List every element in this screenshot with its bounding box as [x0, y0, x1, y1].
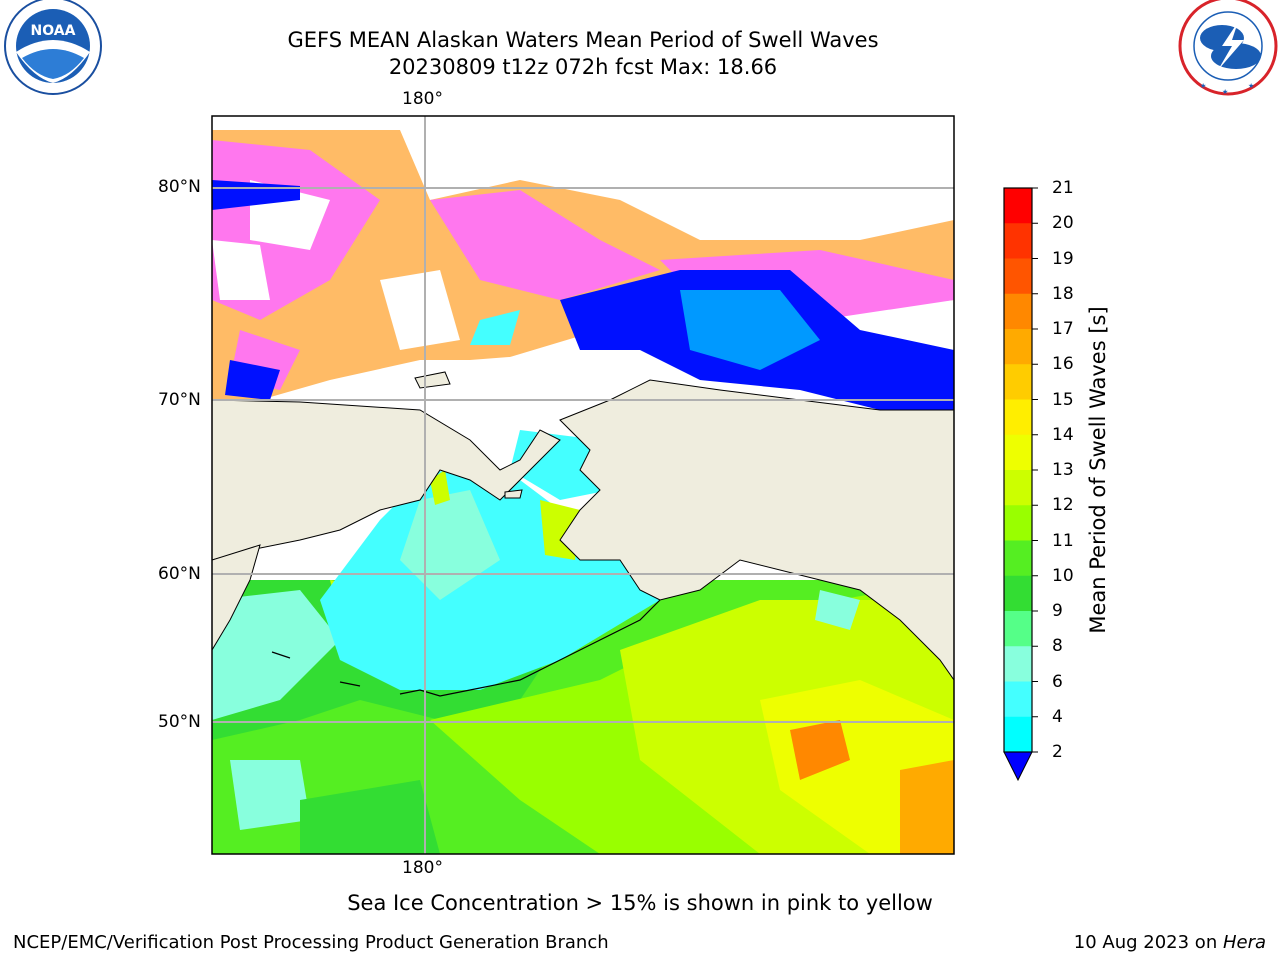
- colorbar-swatch: [1004, 188, 1032, 224]
- colorbar-tick-label: 2: [1052, 742, 1063, 762]
- map-frame: [211, 115, 955, 855]
- footer-credit: NCEP/EMC/Verification Post Processing Pr…: [13, 932, 609, 953]
- colorbar-swatch: [1004, 434, 1032, 471]
- colorbar-tick-label: 4: [1052, 706, 1063, 727]
- colorbar-tick-label: 14: [1052, 424, 1074, 445]
- colorbar-tick-label: 9: [1052, 601, 1063, 621]
- colorbar-tick-label: 11: [1052, 530, 1074, 551]
- footer-date-text: 10 Aug 2023 on: [1073, 932, 1223, 953]
- colorbar-swatch: [1004, 223, 1032, 259]
- lon-label-bottom: 180°: [402, 858, 443, 878]
- colorbar-tick-label: 8: [1052, 636, 1063, 657]
- land-alaska: [559, 379, 954, 681]
- colorbar-extend-arrow: [1003, 751, 1033, 782]
- sea-ice-note: Sea Ice Concentration > 15% is shown in …: [347, 891, 933, 915]
- lon-label-top: 180°: [402, 89, 443, 109]
- lat-label-70: 70°N: [158, 390, 201, 410]
- svg-text:★: ★: [1200, 82, 1206, 90]
- svg-text:★: ★: [1222, 88, 1228, 96]
- lat-label-60: 60°N: [158, 564, 201, 584]
- colorbar-swatch: [1004, 716, 1032, 753]
- chart-subtitle: 20230809 t12z 072h fcst Max: 18.66: [388, 55, 778, 79]
- colorbar-swatch: [1004, 470, 1032, 506]
- colorbar-tick-label: 16: [1052, 354, 1074, 375]
- footer-date: 10 Aug 2023 on Hera: [1074, 932, 1266, 954]
- colorbar-tick-label: 10: [1052, 565, 1074, 586]
- svg-text:★: ★: [1248, 82, 1254, 90]
- colorbar-swatch: [1004, 258, 1032, 295]
- land-chukotka: [212, 399, 561, 561]
- colorbar-swatch: [1004, 646, 1032, 682]
- colorbar-tick-label: 6: [1052, 671, 1063, 692]
- colorbar-swatch: [1004, 540, 1032, 577]
- colorbar-tick-label: 20: [1052, 213, 1074, 234]
- chart-title: GEFS MEAN Alaskan Waters Mean Period of …: [287, 28, 879, 52]
- graticule: [212, 116, 954, 854]
- colorbar: [1004, 187, 1038, 753]
- colorbar-frame: [1003, 187, 1033, 753]
- colorbar-tick-label: 17: [1052, 319, 1074, 339]
- colorbar-tick-label: 15: [1052, 389, 1074, 410]
- colorbar-swatch: [1004, 329, 1032, 365]
- colorbar-swatch: [1004, 399, 1032, 436]
- nws-logo: ★ ★ ★: [1178, 0, 1278, 96]
- colorbar-swatch: [1004, 364, 1032, 400]
- noaa-logo: NOAA: [4, 0, 102, 95]
- colorbar-tick-label: 13: [1052, 460, 1074, 480]
- colorbar-swatch: [1004, 611, 1032, 647]
- lat-label-80: 80°N: [158, 177, 201, 197]
- colorbar-tick-label: 19: [1052, 248, 1074, 269]
- noaa-logo-text: NOAA: [31, 23, 76, 39]
- footer-machine: Hera: [1222, 932, 1266, 953]
- colorbar-tick-label: 18: [1052, 283, 1074, 304]
- colorbar-swatch: [1004, 293, 1032, 330]
- colorbar-tick-label: 21: [1052, 178, 1074, 198]
- lat-label-50: 50°N: [158, 712, 201, 732]
- colorbar-swatch: [1004, 575, 1032, 612]
- colorbar-tick-label: 12: [1052, 495, 1074, 516]
- colorbar-swatch: [1004, 505, 1032, 541]
- colorbar-swatch: [1004, 681, 1032, 718]
- colorbar-title: Mean Period of Swell Waves [s]: [1086, 306, 1110, 634]
